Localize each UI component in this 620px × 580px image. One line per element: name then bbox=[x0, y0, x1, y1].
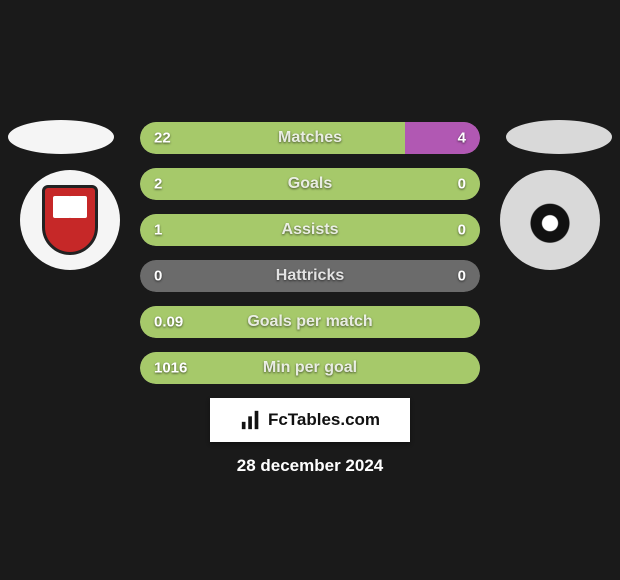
stat-label: Goals bbox=[288, 175, 332, 193]
stat-label: Min per goal bbox=[263, 359, 357, 377]
stat-value-left: 22 bbox=[154, 130, 171, 147]
stat-row: Matches 22 4 bbox=[140, 122, 480, 154]
stat-row: Assists 1 0 bbox=[140, 214, 480, 246]
stat-row: Goals 2 0 bbox=[140, 168, 480, 200]
stat-value-left: 1016 bbox=[154, 360, 187, 377]
crest-right bbox=[500, 170, 600, 270]
stat-label: Matches bbox=[278, 129, 342, 147]
stat-value-right: 0 bbox=[458, 176, 466, 193]
date-line: 28 december 2024 bbox=[0, 456, 620, 476]
stat-bar-right bbox=[405, 122, 480, 154]
stat-row: Min per goal 1016 bbox=[140, 352, 480, 384]
flag-left bbox=[8, 120, 114, 154]
stat-value-left: 0.09 bbox=[154, 314, 183, 331]
stat-value-left: 1 bbox=[154, 222, 162, 239]
stat-value-right: 0 bbox=[458, 222, 466, 239]
brand-label: FcTables.com bbox=[268, 410, 380, 430]
stat-row: Goals per match 0.09 bbox=[140, 306, 480, 338]
magpie-icon bbox=[518, 188, 582, 252]
stat-row: Hattricks 0 0 bbox=[140, 260, 480, 292]
stat-value-right: 4 bbox=[458, 130, 466, 147]
stat-value-left: 0 bbox=[154, 268, 162, 285]
stat-bar-left bbox=[140, 122, 405, 154]
stat-label: Hattricks bbox=[276, 267, 344, 285]
flag-right bbox=[506, 120, 612, 154]
stat-label: Goals per match bbox=[247, 313, 372, 331]
stat-value-left: 2 bbox=[154, 176, 162, 193]
shield-icon bbox=[42, 185, 98, 255]
stat-label: Assists bbox=[282, 221, 339, 239]
brand-chart-icon bbox=[240, 409, 262, 431]
stats-container: Matches224Goals20Assists10Hattricks00Goa… bbox=[140, 122, 480, 398]
brand-badge: FcTables.com bbox=[210, 398, 410, 442]
stat-value-right: 0 bbox=[458, 268, 466, 285]
crest-left bbox=[20, 170, 120, 270]
